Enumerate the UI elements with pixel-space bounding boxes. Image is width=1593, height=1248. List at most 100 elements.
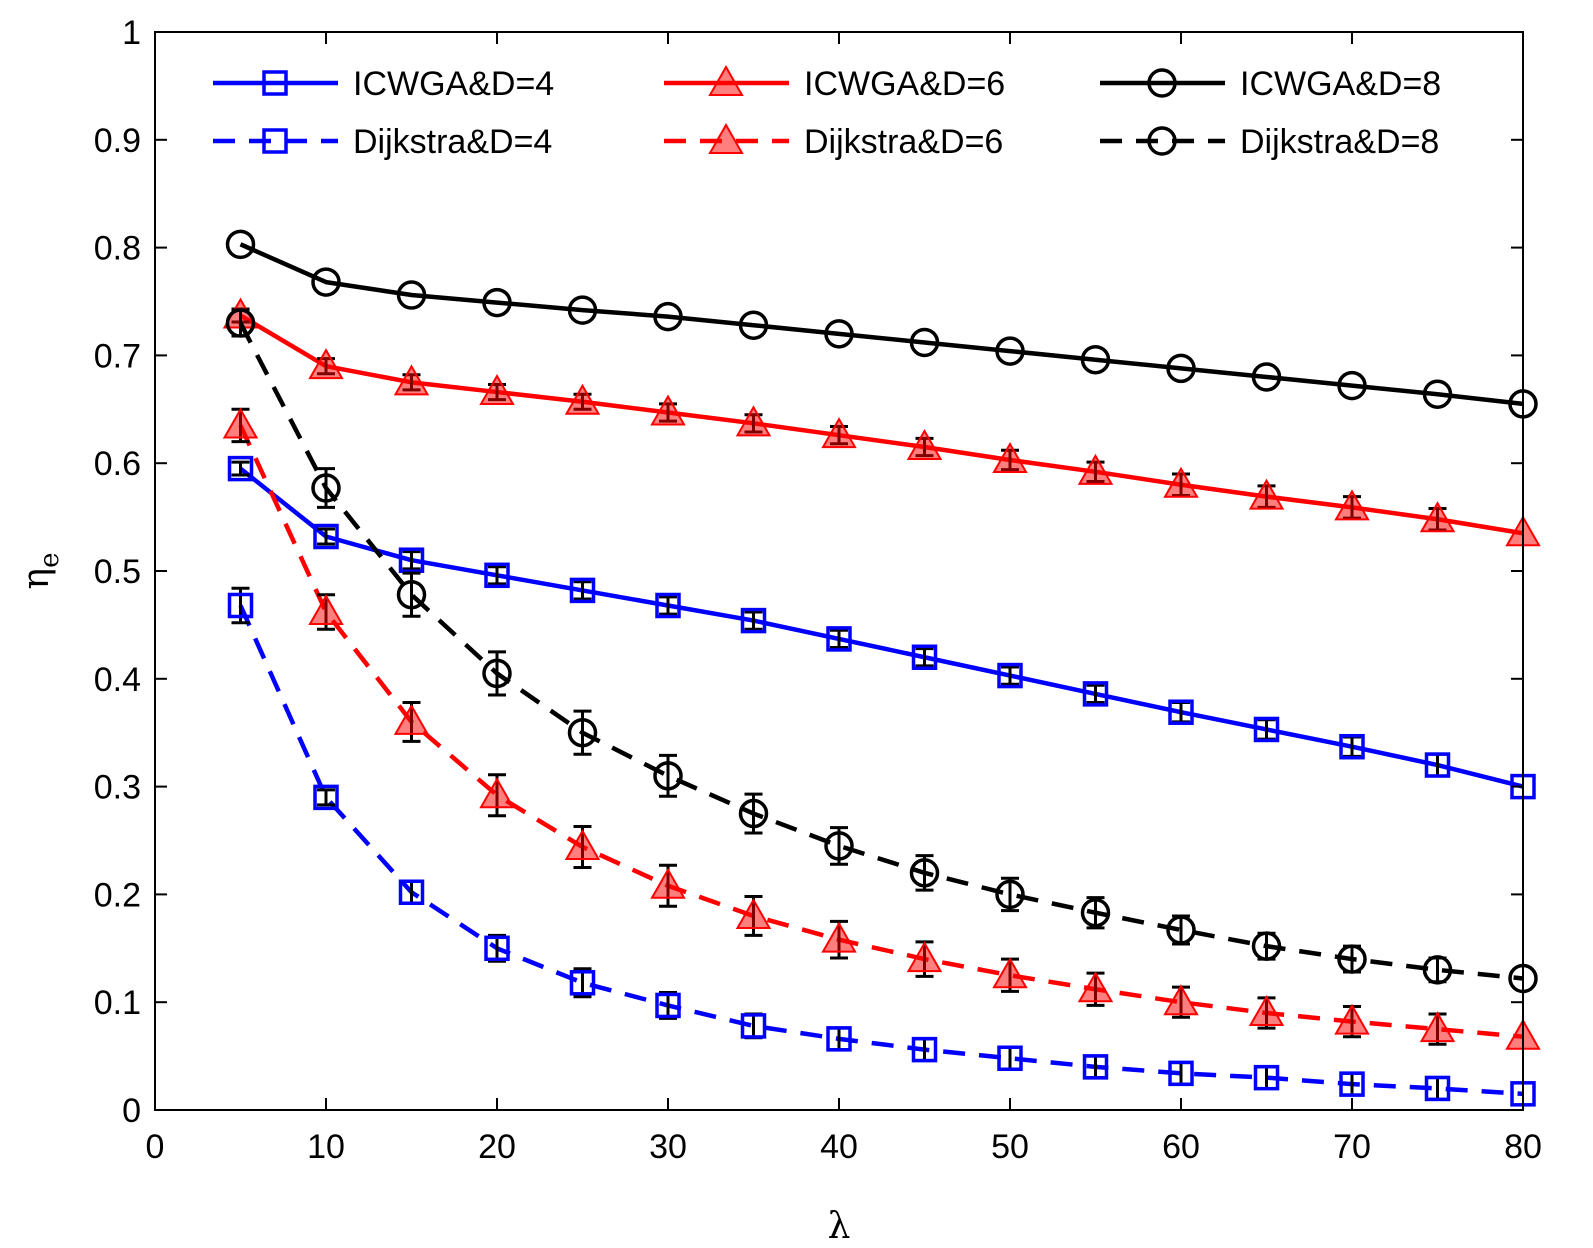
data-point bbox=[1080, 344, 1111, 375]
series-Dijkstra&D=8 bbox=[225, 308, 1538, 994]
x-tick-label: 60 bbox=[1162, 1128, 1200, 1166]
legend-item: Dijkstra&D=8 bbox=[1100, 123, 1439, 161]
data-point bbox=[826, 626, 852, 652]
data-point bbox=[227, 592, 254, 619]
data-point bbox=[482, 658, 512, 689]
legend-item: ICWGA&D=8 bbox=[1100, 65, 1441, 103]
data-point bbox=[484, 562, 510, 589]
data-point bbox=[484, 935, 510, 962]
data-point bbox=[313, 784, 339, 811]
data-point bbox=[1334, 1003, 1370, 1035]
y-tick-label: 1 bbox=[122, 14, 141, 52]
data-point bbox=[824, 319, 854, 349]
data-point bbox=[1248, 994, 1285, 1026]
data-point bbox=[735, 897, 772, 929]
data-point bbox=[821, 921, 857, 953]
data-point bbox=[824, 831, 854, 861]
x-tick-label: 80 bbox=[1504, 1128, 1542, 1166]
data-point bbox=[1168, 1060, 1194, 1087]
data-point bbox=[1077, 453, 1114, 485]
y-tick-label: 0.5 bbox=[94, 553, 141, 591]
data-point bbox=[225, 308, 256, 338]
data-point bbox=[992, 957, 1028, 989]
data-point bbox=[1339, 1071, 1365, 1097]
data-point bbox=[906, 941, 943, 973]
legend-marker bbox=[1147, 126, 1177, 156]
legend-marker bbox=[708, 64, 744, 96]
data-point bbox=[308, 593, 344, 625]
data-point bbox=[1082, 681, 1109, 707]
data-point bbox=[655, 592, 681, 619]
data-point bbox=[1163, 984, 1199, 1016]
y-tick-label: 0.8 bbox=[94, 230, 141, 268]
series-Dijkstra&D=4 bbox=[227, 586, 1536, 1107]
data-point bbox=[222, 407, 259, 439]
data-point bbox=[313, 523, 339, 550]
y-tick-label: 0.9 bbox=[94, 122, 141, 160]
y-axis-label-main: η bbox=[16, 568, 57, 590]
data-point bbox=[906, 429, 943, 461]
data-point bbox=[479, 777, 515, 809]
legend-label: ICWGA&D=6 bbox=[804, 65, 1005, 103]
data-point bbox=[1422, 955, 1453, 985]
series-layer bbox=[222, 229, 1541, 1107]
data-point bbox=[1168, 699, 1194, 725]
legend-label: Dijkstra&D=8 bbox=[1240, 123, 1439, 161]
data-point bbox=[1077, 971, 1114, 1003]
legend-marker bbox=[262, 128, 288, 154]
data-point bbox=[995, 879, 1025, 910]
data-point bbox=[308, 348, 344, 380]
series-line bbox=[238, 322, 1524, 981]
legend-label: ICWGA&D=4 bbox=[353, 65, 554, 103]
legend-label: ICWGA&D=8 bbox=[1240, 65, 1441, 103]
series-line bbox=[239, 466, 1524, 789]
data-point bbox=[992, 441, 1028, 473]
legend-item: Dijkstra&D=6 bbox=[664, 122, 1003, 161]
data-point bbox=[1163, 466, 1199, 498]
data-point bbox=[564, 383, 601, 415]
legend-marker bbox=[262, 70, 288, 96]
x-tick-label: 10 bbox=[307, 1128, 345, 1166]
y-tick-label: 0.2 bbox=[94, 876, 141, 914]
data-point bbox=[655, 992, 681, 1019]
data-point bbox=[1337, 944, 1367, 974]
data-point bbox=[398, 879, 425, 905]
legend-item: ICWGA&D=6 bbox=[664, 64, 1005, 103]
legend-label: Dijkstra&D=6 bbox=[804, 123, 1003, 161]
data-point bbox=[909, 858, 940, 888]
data-point bbox=[479, 374, 515, 406]
data-point bbox=[482, 287, 512, 318]
data-point bbox=[653, 761, 683, 791]
data-point bbox=[909, 327, 940, 358]
data-point bbox=[821, 417, 857, 449]
legend-marker bbox=[708, 122, 744, 154]
data-point bbox=[564, 828, 601, 860]
data-point bbox=[567, 717, 598, 748]
legend-item: ICWGA&D=4 bbox=[213, 65, 554, 103]
series-ICWGA&D=4 bbox=[227, 455, 1536, 800]
data-point bbox=[1251, 362, 1282, 392]
data-point bbox=[569, 970, 596, 996]
axis-layer: 0 10 20 30 40 50 60 70 80 0 0.1 0.2 0.3 0.4 0.5 0.6 0.7 0… bbox=[94, 14, 1542, 1166]
y-tick-label: 0.6 bbox=[94, 445, 141, 483]
y-tick-label: 0.1 bbox=[94, 984, 141, 1022]
data-point bbox=[393, 703, 430, 735]
series-ICWGA&D=8 bbox=[225, 229, 1538, 419]
x-axis-label: λ bbox=[828, 1206, 851, 1247]
data-point bbox=[396, 579, 427, 610]
x-tick-label: 20 bbox=[478, 1128, 516, 1166]
data-point bbox=[1248, 478, 1285, 510]
data-point bbox=[1334, 489, 1370, 521]
data-point bbox=[393, 364, 430, 396]
legend-item: Dijkstra&D=4 bbox=[213, 123, 552, 161]
series-line bbox=[238, 424, 1524, 1039]
series-line bbox=[238, 604, 1524, 1097]
data-point bbox=[1253, 1064, 1280, 1091]
y-axis-label: ηe bbox=[16, 553, 65, 590]
data-point bbox=[1339, 733, 1365, 760]
data-point bbox=[911, 1036, 938, 1063]
legend-marker bbox=[1147, 68, 1177, 98]
data-point bbox=[740, 1013, 767, 1039]
